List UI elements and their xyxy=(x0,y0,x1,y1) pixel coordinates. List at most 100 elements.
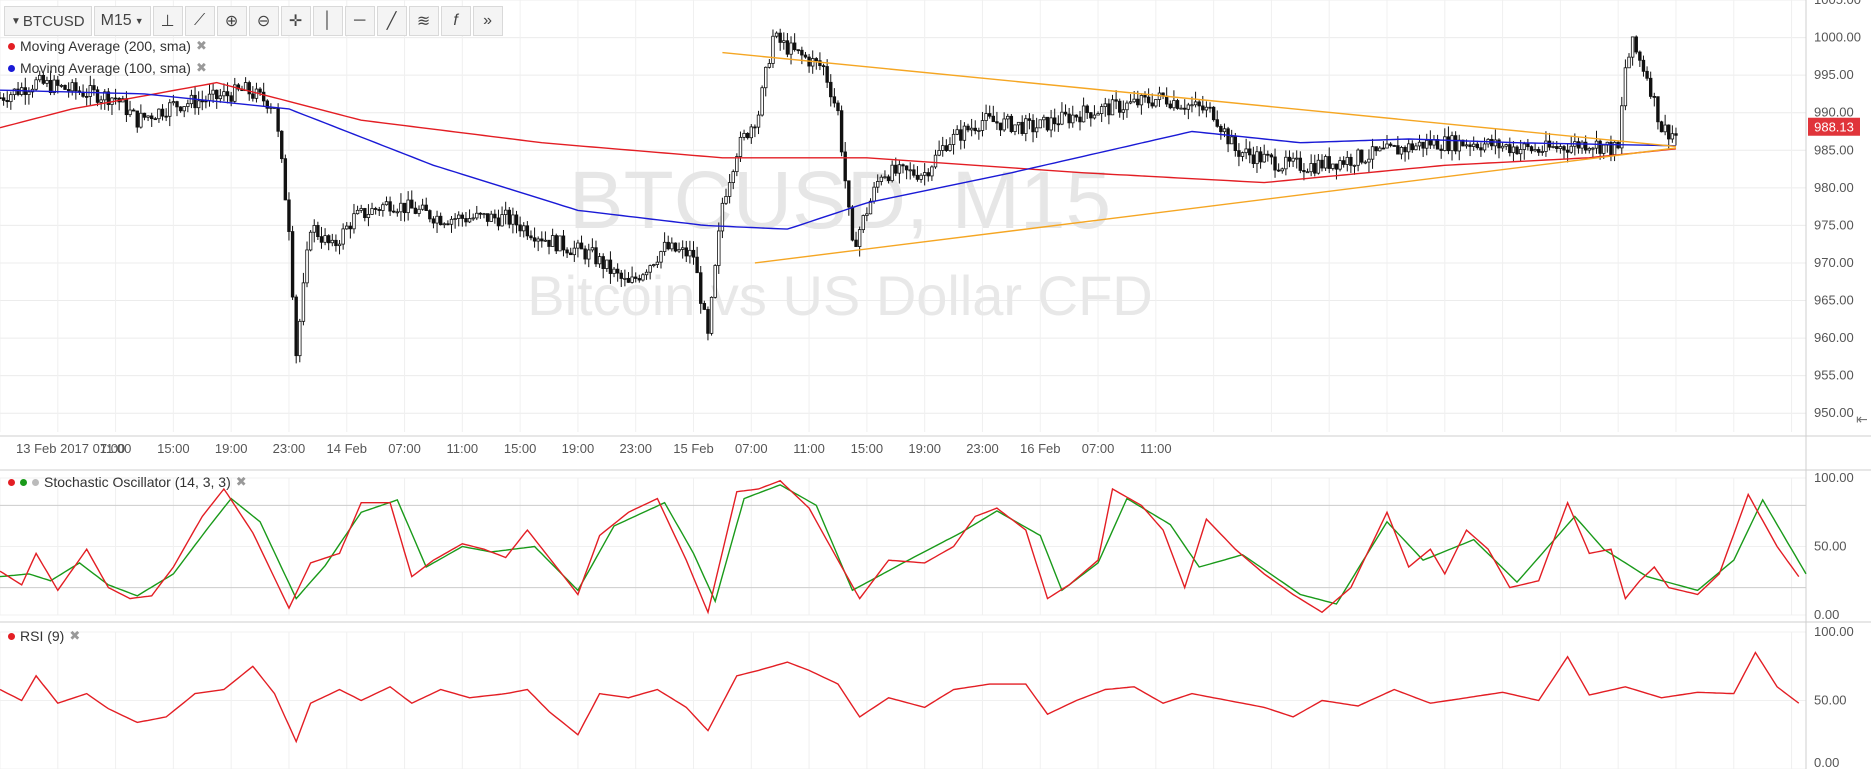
bar-style-icon[interactable]: ⊥ xyxy=(152,6,183,36)
candle-body xyxy=(341,228,345,245)
candle-body xyxy=(803,54,808,58)
function-icon[interactable]: f xyxy=(440,6,471,36)
candle-body xyxy=(160,108,165,117)
candle-body xyxy=(392,210,396,213)
candlesticks xyxy=(0,28,1678,364)
candle-body xyxy=(540,238,544,242)
candle-body xyxy=(485,213,490,222)
candle-body xyxy=(48,79,53,93)
candle-body xyxy=(890,164,894,182)
candle-body xyxy=(673,242,678,252)
candle-body xyxy=(381,204,385,211)
candle-body xyxy=(1522,143,1526,150)
candle-body xyxy=(164,115,168,118)
candle-body xyxy=(1323,156,1328,169)
candle-body xyxy=(1659,121,1664,133)
candle-body xyxy=(1331,163,1335,169)
candle-body xyxy=(796,49,800,52)
trend-line-icon[interactable]: ╱ xyxy=(376,6,407,36)
candle-body xyxy=(1399,147,1404,155)
candle-body xyxy=(301,282,306,322)
price-tick-label: 1000.00 xyxy=(1814,30,1861,45)
candle-body xyxy=(1237,150,1241,157)
candle-body xyxy=(34,79,38,90)
symbol-button[interactable]: ▼ BTCUSD xyxy=(4,6,92,36)
candle-body xyxy=(359,208,363,211)
stoch-label: Stochastic Oscillator (14, 3, 3) xyxy=(44,474,231,490)
candle-body xyxy=(868,200,873,215)
candle-body xyxy=(1208,106,1212,109)
legend-rsi: RSI (9) ✖ xyxy=(8,628,80,644)
candle-body xyxy=(764,66,768,89)
vertical-line-icon[interactable]: │ xyxy=(312,6,343,36)
resolution-button[interactable]: M15 ▼ xyxy=(93,6,151,36)
candle-body xyxy=(843,151,847,182)
candle-body xyxy=(294,296,298,357)
remove-stoch-icon[interactable]: ✖ xyxy=(235,474,247,489)
candle-body xyxy=(670,242,674,250)
candle-body xyxy=(330,239,335,244)
candle-body xyxy=(500,214,504,227)
candle-body xyxy=(1544,140,1548,152)
price-tick-label: 985.00 xyxy=(1814,142,1854,157)
zoom-in-icon[interactable]: ⊕ xyxy=(216,6,247,36)
legend-ma100: Moving Average (100, sma) ✖ xyxy=(8,60,207,76)
candle-body xyxy=(1540,151,1545,153)
indicators-icon[interactable]: ⟋ xyxy=(184,6,215,36)
stoch-k-dot xyxy=(8,478,15,486)
candle-body xyxy=(1580,141,1584,149)
price-tick-label: 980.00 xyxy=(1814,180,1854,195)
candle-body xyxy=(637,278,642,281)
candle-body xyxy=(1020,121,1024,134)
candle-body xyxy=(1302,170,1306,173)
candle-body xyxy=(1576,141,1581,149)
candle-body xyxy=(554,235,558,252)
crosshair-icon[interactable]: ✛ xyxy=(280,6,311,36)
resolution-label: M15 xyxy=(100,12,132,29)
candle-body xyxy=(1114,99,1118,102)
candle-body xyxy=(865,213,869,216)
candle-body xyxy=(1598,140,1602,154)
candle-body xyxy=(1609,141,1613,156)
candle-body xyxy=(1645,70,1649,79)
candle-body xyxy=(1648,77,1653,97)
candle-body xyxy=(1042,116,1046,121)
candle-body xyxy=(1074,114,1079,118)
fibonacci-icon[interactable]: ≋ xyxy=(408,6,439,36)
candle-body xyxy=(825,66,829,83)
candle-body xyxy=(1381,147,1386,150)
legend-ma200: Moving Average (200, sma) ✖ xyxy=(8,38,207,54)
rsi-tick-label: 0.00 xyxy=(1814,755,1839,769)
candle-body xyxy=(731,171,735,184)
candle-body xyxy=(103,91,107,101)
candle-body xyxy=(1128,101,1133,104)
candle-body xyxy=(1298,157,1303,171)
candle-body xyxy=(431,218,436,224)
remove-rsi-icon[interactable]: ✖ xyxy=(69,628,81,643)
candle-body xyxy=(565,249,569,254)
candle-body xyxy=(1396,145,1400,155)
candle-body xyxy=(1630,36,1635,58)
stoch-extra-dot xyxy=(32,478,39,486)
candle-body xyxy=(767,63,772,68)
fast-forward-icon[interactable]: » xyxy=(472,6,503,36)
zoom-out-icon[interactable]: ⊖ xyxy=(248,6,279,36)
candle-body xyxy=(644,271,649,276)
price-tick-label: 1005.00 xyxy=(1814,0,1861,7)
candle-body xyxy=(1146,96,1151,104)
candle-body xyxy=(1475,143,1480,149)
horizontal-line-icon[interactable]: ─ xyxy=(344,6,375,36)
remove-ma200-icon[interactable]: ✖ xyxy=(195,38,207,53)
candle-body xyxy=(735,156,739,173)
candle-body xyxy=(738,136,743,157)
candle-body xyxy=(1251,154,1256,165)
candle-body xyxy=(334,239,338,247)
caret-down-icon: ▼ xyxy=(134,16,144,26)
time-tick-label: 16 Feb xyxy=(1020,441,1060,456)
ma200-color-dot xyxy=(8,42,15,50)
remove-ma100-icon[interactable]: ✖ xyxy=(195,60,207,75)
candle-body xyxy=(1186,104,1191,110)
candle-body xyxy=(987,113,992,117)
candle-body xyxy=(74,82,78,92)
